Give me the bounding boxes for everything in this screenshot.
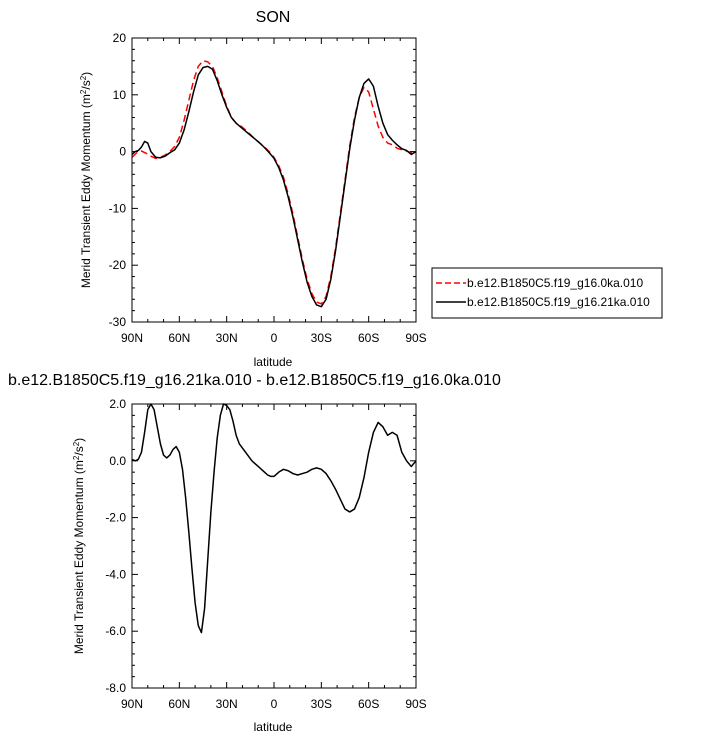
top-chart-y-tick-label: 0 — [119, 145, 126, 159]
top-chart-x-tick-label: 90S — [405, 331, 426, 345]
bottom-chart-ylabel: Merid Transient Eddy Momentum (m2/s2) — [72, 438, 87, 654]
top-chart-y-tick-label: -20 — [109, 258, 127, 272]
bottom-chart-x-tick-label: 30N — [216, 697, 238, 711]
top-chart-y-tick-label: 10 — [113, 88, 127, 102]
top-chart-y-tick-label: -10 — [109, 201, 127, 215]
top-chart-frame — [131, 37, 417, 323]
bottom-chart-series-line-0 — [131, 403, 417, 634]
legend-label-0ka: b.e12.B1850C5.f19_g16.0ka.010 — [467, 276, 643, 290]
bottom-chart-y-tick-label: -4.0 — [105, 567, 126, 581]
top-panel: SON 90N 60N 30N 0 30S 60S 90S -30 -20 -10 0 10 20 la… — [79, 9, 663, 369]
top-chart-x-tick-label: 60N — [168, 331, 190, 345]
bottom-chart-y-tick-label: 0.0 — [109, 454, 126, 468]
top-chart-x-tick-label: 0 — [271, 331, 278, 345]
top-chart-xlabel: latitude — [254, 355, 293, 369]
top-chart-series-line-1 — [131, 65, 417, 308]
bottom-chart-x-tick-label: 90N — [121, 697, 143, 711]
bottom-chart-x-tick-label: 30S — [311, 697, 332, 711]
top-chart-title: SON — [256, 9, 291, 26]
top-chart-x-tick-label: 30S — [311, 331, 332, 345]
legend-label-21ka: b.e12.B1850C5.f19_g16.21ka.010 — [467, 295, 650, 309]
bottom-chart-title: b.e12.B1850C5.f19_g16.21ka.010 - b.e12.B… — [8, 372, 501, 389]
legend-box — [431, 267, 663, 319]
bottom-chart-x-tick-label: 0 — [271, 697, 278, 711]
top-chart-plot-area — [131, 59, 417, 308]
bottom-chart-y-tick-label: 2.0 — [109, 397, 126, 411]
bottom-chart-x-tick-label: 90S — [405, 697, 426, 711]
bottom-chart-plot-area — [131, 403, 417, 634]
top-chart-y-tick-label: -30 — [109, 315, 127, 329]
bottom-chart-xlabel: latitude — [254, 720, 293, 734]
bottom-panel: b.e12.B1850C5.f19_g16.21ka.010 - b.e12.B… — [8, 372, 501, 734]
top-chart-y-tick-label: 20 — [113, 31, 127, 45]
bottom-chart-ticks: 90N 60N 30N 0 30S 60S 90S -8.0 -6.0 -4.0 -2.0 0.0 2.… — [105, 397, 426, 711]
top-chart-ylabel: Merid Transient Eddy Momentum (m2/s2) — [79, 72, 94, 288]
top-chart-series-line-0 — [131, 59, 417, 305]
bottom-chart-y-tick-label: -6.0 — [105, 624, 126, 638]
bottom-chart-x-tick-label: 60S — [358, 697, 379, 711]
top-chart-x-tick-label: 30N — [216, 331, 238, 345]
bottom-chart-frame — [131, 403, 417, 689]
top-chart-x-tick-label: 60S — [358, 331, 379, 345]
legend: b.e12.B1850C5.f19_g16.0ka.010 b.e12.B185… — [431, 267, 663, 319]
top-chart-x-tick-label: 90N — [121, 331, 143, 345]
top-chart-ticks: 90N 60N 30N 0 30S 60S 90S -30 -20 -10 0 10 20 — [109, 31, 427, 345]
bottom-chart-y-tick-label: -2.0 — [105, 511, 126, 525]
bottom-chart-x-tick-label: 60N — [168, 697, 190, 711]
bottom-chart-y-tick-label: -8.0 — [105, 681, 126, 695]
